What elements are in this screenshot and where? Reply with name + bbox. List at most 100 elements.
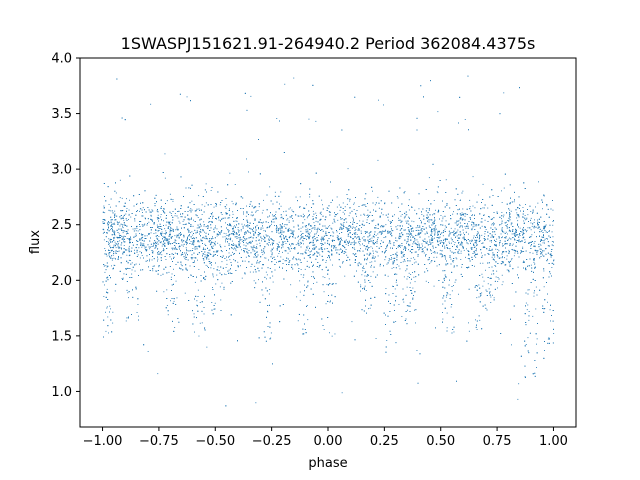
- data-point: [273, 218, 275, 220]
- data-point: [262, 254, 264, 256]
- data-point: [447, 239, 448, 240]
- data-point: [391, 258, 392, 260]
- data-point: [384, 202, 386, 204]
- data-point: [438, 244, 440, 246]
- data-point: [232, 234, 234, 236]
- data-point: [460, 252, 462, 254]
- data-point: [358, 236, 360, 237]
- data-point: [122, 226, 123, 228]
- data-point: [203, 221, 205, 223]
- data-point: [140, 244, 142, 246]
- data-point: [203, 236, 205, 238]
- data-point: [337, 219, 339, 221]
- data-point: [408, 216, 409, 218]
- data-point: [426, 243, 428, 244]
- data-point: [248, 255, 249, 257]
- data-point: [532, 252, 534, 254]
- data-point: [532, 315, 534, 317]
- data-point: [139, 210, 140, 212]
- data-point: [407, 238, 409, 240]
- data-point: [103, 229, 105, 231]
- data-point: [206, 253, 208, 255]
- data-point: [442, 218, 444, 220]
- data-point: [349, 200, 351, 202]
- data-point: [457, 246, 458, 248]
- data-point: [213, 308, 215, 310]
- data-point: [224, 236, 226, 238]
- data-point: [191, 258, 193, 260]
- data-point: [272, 215, 274, 217]
- data-point: [229, 223, 231, 224]
- data-point: [402, 298, 404, 300]
- data-point: [430, 242, 432, 244]
- data-point: [284, 260, 286, 262]
- data-point: [108, 332, 109, 334]
- data-point: [426, 240, 428, 242]
- data-point: [435, 209, 436, 211]
- data-point: [128, 255, 130, 257]
- data-point: [436, 256, 438, 258]
- data-point: [113, 238, 115, 239]
- data-point: [278, 241, 280, 243]
- data-point: [291, 209, 293, 211]
- data-point: [271, 248, 273, 250]
- data-point: [126, 254, 128, 256]
- data-point: [404, 191, 406, 192]
- data-point: [367, 249, 369, 251]
- data-point: [545, 238, 547, 239]
- data-point: [358, 243, 360, 244]
- data-point: [492, 294, 493, 296]
- data-point: [281, 226, 283, 228]
- data-point: [293, 234, 294, 236]
- data-point: [272, 275, 274, 277]
- data-point: [155, 232, 157, 234]
- data-point: [128, 317, 129, 319]
- data-point: [436, 265, 438, 267]
- data-point: [109, 243, 110, 245]
- data-point: [320, 211, 322, 213]
- data-point: [283, 237, 285, 238]
- data-point: [236, 220, 238, 222]
- data-point: [438, 240, 440, 242]
- data-point: [314, 247, 316, 249]
- data-point: [507, 238, 509, 240]
- data-point: [467, 258, 469, 259]
- data-point: [156, 217, 158, 219]
- data-point: [113, 257, 115, 259]
- data-point: [345, 241, 347, 243]
- data-point: [479, 319, 481, 321]
- data-point: [218, 216, 220, 218]
- data-point: [325, 262, 327, 263]
- data-point: [159, 242, 161, 243]
- data-point: [449, 242, 451, 244]
- data-point: [167, 238, 168, 240]
- data-point: [299, 241, 301, 243]
- data-point: [212, 212, 213, 214]
- data-point: [192, 234, 194, 236]
- data-point: [241, 240, 243, 242]
- data-point: [198, 246, 200, 248]
- data-point: [426, 231, 428, 233]
- data-point: [435, 225, 437, 226]
- data-point: [332, 264, 333, 266]
- data-point: [302, 240, 304, 242]
- data-point: [123, 273, 125, 275]
- data-point: [175, 280, 177, 282]
- data-point: [497, 287, 498, 289]
- data-point: [202, 253, 204, 254]
- data-point: [331, 335, 333, 337]
- data-point: [454, 222, 456, 224]
- data-point: [533, 222, 535, 223]
- data-point: [413, 257, 414, 259]
- data-point: [170, 276, 172, 278]
- data-point: [311, 276, 313, 277]
- data-point: [535, 206, 536, 208]
- data-point: [395, 281, 397, 283]
- data-point: [356, 226, 358, 228]
- data-point: [330, 227, 332, 229]
- data-point: [152, 245, 154, 247]
- data-point: [350, 222, 351, 223]
- data-point: [297, 215, 299, 217]
- data-point: [216, 235, 218, 237]
- data-point: [513, 201, 515, 203]
